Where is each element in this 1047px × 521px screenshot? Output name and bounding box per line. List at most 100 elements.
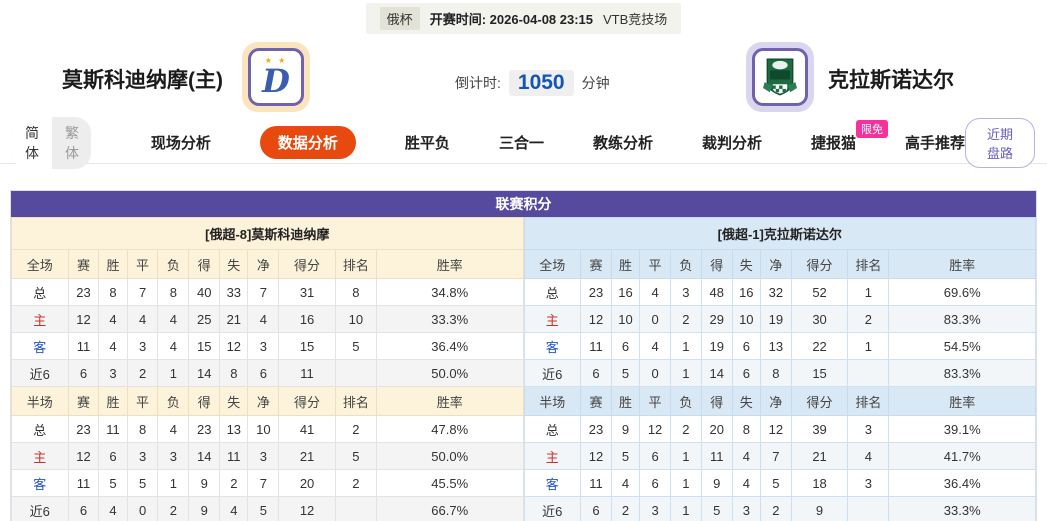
stat-cell: 23 xyxy=(67,278,100,306)
stat-cell: 得 xyxy=(188,249,221,279)
tab-live-analysis[interactable]: 现场分析 xyxy=(150,135,211,152)
stat-cell: 得分 xyxy=(278,249,336,279)
tab-win-draw-lose[interactable]: 胜平负 xyxy=(404,135,450,152)
stat-cell: 11 xyxy=(580,332,612,360)
stat-cell: 3 xyxy=(98,359,128,387)
away-section-title: [俄超-1]克拉斯诺达尔 xyxy=(523,217,1036,250)
table-row: 主 12 6 3 3 14 11 3 21 5 50.0% xyxy=(11,442,524,470)
table-row: [俄超-1]克拉斯诺达尔 xyxy=(523,217,1036,250)
stat-cell: 5 xyxy=(334,442,377,470)
stat-cell: 3 xyxy=(847,415,890,443)
lang-simplified[interactable]: 简体 xyxy=(12,116,52,169)
stat-cell: 赛 xyxy=(580,249,612,279)
recent-trends-button[interactable]: 近期盘路 xyxy=(965,117,1035,168)
stat-cell: 8 xyxy=(334,278,377,306)
table-row: 总 23 11 8 4 23 13 10 41 2 47.8% xyxy=(11,415,524,443)
stat-cell: 13 xyxy=(759,332,792,360)
table-row: 近6 6 5 0 1 14 6 8 15 83.3% xyxy=(523,359,1036,387)
tab-jiebao-cat[interactable]: 捷报猫 限免 xyxy=(810,120,888,153)
stat-cell: 11 xyxy=(98,415,128,443)
stat-cell: 排名 xyxy=(334,386,377,416)
stat-cell: 15 xyxy=(790,359,849,387)
stat-cell: 3 xyxy=(669,278,702,306)
stat-cell: 33.3% xyxy=(888,496,1036,521)
stat-cell: 6 xyxy=(639,469,671,497)
stat-cell: 4 xyxy=(639,332,671,360)
home-full-columns: 全场赛胜平负得失净得分 排名 胜率 xyxy=(11,249,524,279)
dynamo-d-glyph: D xyxy=(262,62,290,100)
stat-cell: 净 xyxy=(247,386,280,416)
countdown: 倒计时: 1050 分钟 xyxy=(455,70,610,96)
tab-data-analysis[interactable]: 数据分析 xyxy=(259,126,356,159)
stat-cell: 赛 xyxy=(67,249,100,279)
stat-cell: 69.6% xyxy=(888,278,1036,306)
table-row: 总 23 16 4 3 48 16 32 52 1 69.6% xyxy=(523,278,1036,306)
jiebao-cat-label: 捷报猫 xyxy=(810,135,856,152)
stat-cell: 得分 xyxy=(278,386,336,416)
stat-cell: 平 xyxy=(126,386,159,416)
stat-cell: 25 xyxy=(188,305,221,333)
stat-cell: 1 xyxy=(847,278,890,306)
table-row: 客 11 5 5 1 9 2 7 20 2 45.5% xyxy=(11,469,524,497)
stat-cell: 39 xyxy=(790,415,849,443)
row-label: 客 xyxy=(11,469,69,497)
stat-cell: 3 xyxy=(639,496,671,521)
stat-cell: 11 xyxy=(67,332,100,360)
stat-cell: 6 xyxy=(610,332,641,360)
top-info-strip: 俄杯 开赛时间: 2026-04-08 23:15 VTB竞技场 xyxy=(0,0,1047,34)
tab-referee-analysis[interactable]: 裁判分析 xyxy=(701,135,762,152)
stat-cell xyxy=(334,496,377,521)
stat-cell: 31 xyxy=(278,278,336,306)
stat-cell: 负 xyxy=(669,386,702,416)
row-label: 近6 xyxy=(11,496,69,521)
stat-cell: 1 xyxy=(669,469,702,497)
stat-cell: 4 xyxy=(157,305,190,333)
stat-cell: 9 xyxy=(188,496,221,521)
match-header: 莫斯科迪纳摩(主) ★ ★ D 倒计时: 1050 分钟 克拉斯诺达尔 xyxy=(0,34,1047,122)
stat-cell: 2 xyxy=(847,305,890,333)
stat-cell: 4 xyxy=(98,305,128,333)
stat-cell: 净 xyxy=(759,386,792,416)
stat-cell: 5 xyxy=(700,496,733,521)
stat-cell: 7 xyxy=(247,469,280,497)
stat-cell xyxy=(847,359,890,387)
stat-cell: 20 xyxy=(278,469,336,497)
tab-three-in-one[interactable]: 三合一 xyxy=(498,135,544,152)
row-label: 总 xyxy=(523,415,582,443)
stat-cell: 52 xyxy=(790,278,849,306)
table-row: 半场赛胜平负得失净得分 排名 胜率 xyxy=(11,386,524,416)
stat-cell: 12 xyxy=(278,496,336,521)
stat-cell: 1 xyxy=(157,359,190,387)
stat-cell: 4 xyxy=(847,442,890,470)
home-crest-box: ★ ★ D xyxy=(248,48,304,106)
stat-cell: 8 xyxy=(219,359,249,387)
stat-cell: 平 xyxy=(126,249,159,279)
stat-cell: 2 xyxy=(669,415,702,443)
home-team-logo-icon: ★ ★ D xyxy=(242,42,310,112)
table-row: 近6 6 4 0 2 9 4 5 12 66.7% xyxy=(11,496,524,521)
kickoff-value: 2026-04-08 23:15 xyxy=(489,12,594,27)
stat-cell: 15 xyxy=(278,332,336,360)
countdown-label: 倒计时: xyxy=(455,75,501,91)
analysis-tabs: 现场分析 数据分析 胜平负 三合一 教练分析 裁判分析 捷报猫 限免 高手推荐 xyxy=(150,120,966,159)
stat-cell: 19 xyxy=(700,332,733,360)
tab-coach-analysis[interactable]: 教练分析 xyxy=(592,135,653,152)
table-row: 主 12 10 0 2 29 10 19 30 2 83.3% xyxy=(523,305,1036,333)
row-label: 半场 xyxy=(523,386,582,416)
tab-expert-picks[interactable]: 高手推荐 xyxy=(905,135,966,152)
stat-cell: 8 xyxy=(157,278,190,306)
stat-cell: 33.3% xyxy=(375,305,524,333)
stat-cell: 3 xyxy=(847,469,890,497)
table-row: 近6 6 2 3 1 5 3 2 9 33.3% xyxy=(523,496,1036,521)
stat-cell: 得分 xyxy=(790,386,849,416)
stat-cell: 4 xyxy=(98,496,128,521)
stat-cell: 赛 xyxy=(67,386,100,416)
stat-cell: 胜 xyxy=(610,249,641,279)
stat-cell: 8 xyxy=(759,359,792,387)
stat-cell: 18 xyxy=(790,469,849,497)
row-label: 主 xyxy=(523,442,582,470)
stat-cell: 排名 xyxy=(847,386,890,416)
stat-cell: 2 xyxy=(669,305,702,333)
row-label: 近6 xyxy=(523,359,582,387)
lang-traditional[interactable]: 繁体 xyxy=(65,124,79,161)
